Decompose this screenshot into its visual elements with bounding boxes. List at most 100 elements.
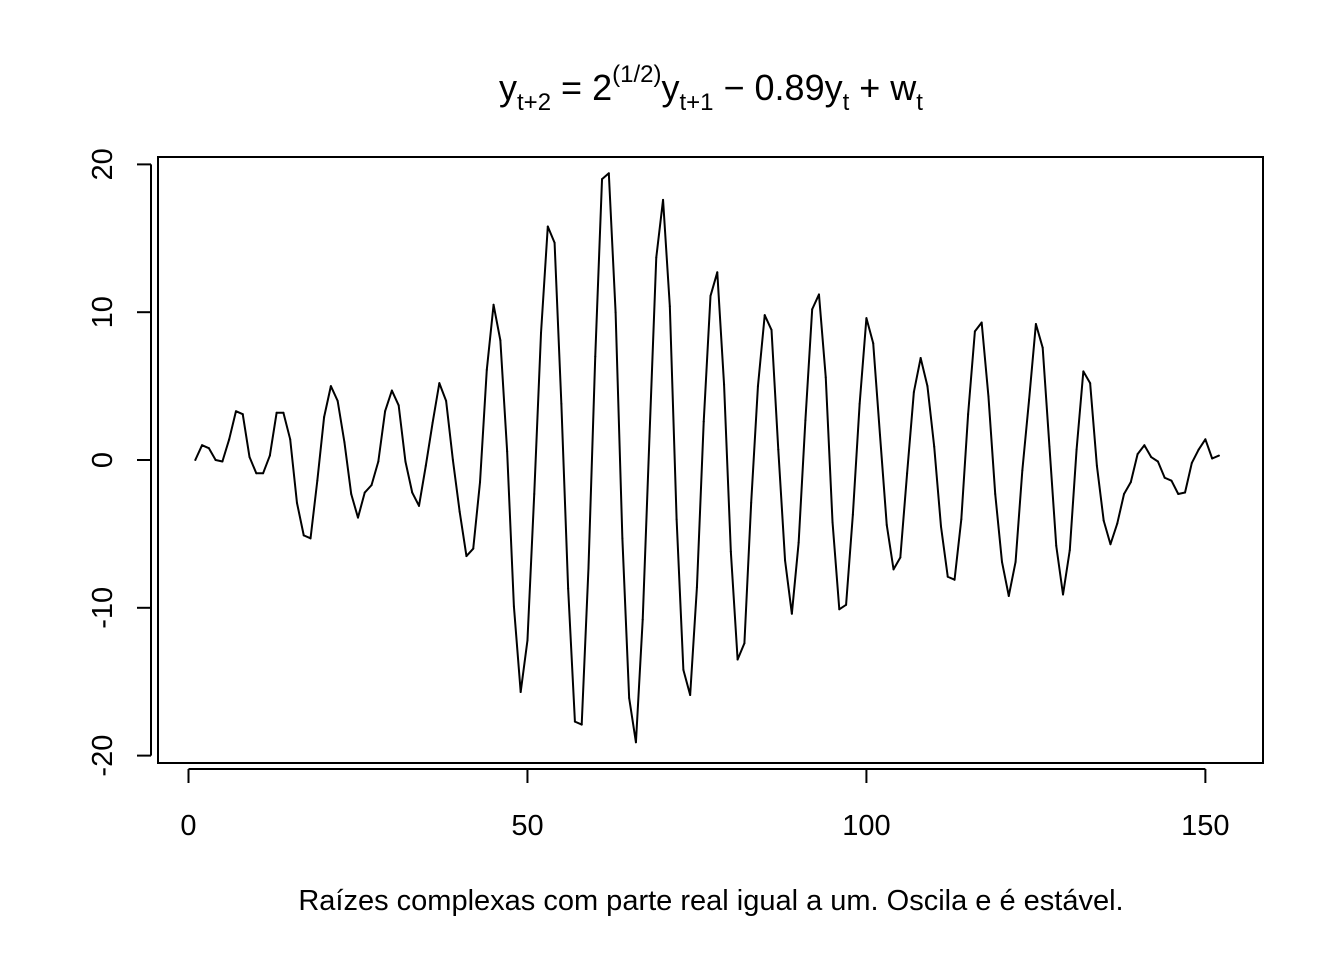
data-point bbox=[458, 510, 461, 513]
data-point bbox=[1177, 492, 1180, 495]
data-point bbox=[411, 491, 414, 494]
data-point bbox=[702, 420, 705, 423]
title-exponent: (1/2) bbox=[612, 61, 661, 88]
data-point bbox=[336, 399, 339, 402]
data-point bbox=[967, 413, 970, 416]
data-point bbox=[980, 321, 983, 324]
data-point bbox=[668, 305, 671, 308]
data-point bbox=[1041, 346, 1044, 349]
title-equals: = 2 bbox=[551, 67, 612, 108]
data-point bbox=[1089, 382, 1092, 385]
data-point bbox=[987, 395, 990, 398]
data-point bbox=[865, 317, 868, 320]
data-point bbox=[526, 639, 529, 642]
data-point bbox=[797, 541, 800, 544]
data-point bbox=[397, 404, 400, 407]
title-w-subscript: t bbox=[916, 89, 923, 116]
data-point bbox=[465, 555, 468, 558]
data-point bbox=[1197, 448, 1200, 451]
y-tick-label: 0 bbox=[87, 452, 119, 468]
data-point bbox=[275, 411, 278, 414]
x-axis: 0 50 100 150 bbox=[180, 768, 1230, 842]
data-point bbox=[587, 566, 590, 569]
x-tick-label: 150 bbox=[1181, 810, 1229, 842]
data-point bbox=[1184, 491, 1187, 494]
data-point bbox=[1170, 479, 1173, 482]
data-point bbox=[675, 518, 678, 521]
data-point bbox=[1034, 323, 1037, 326]
data-point bbox=[323, 416, 326, 419]
x-tick-label: 50 bbox=[511, 810, 543, 842]
data-point bbox=[933, 445, 936, 448]
data-point bbox=[723, 383, 726, 386]
data-point bbox=[912, 391, 915, 394]
data-point bbox=[316, 479, 319, 482]
data-point bbox=[872, 342, 875, 345]
title-y1: y bbox=[661, 67, 679, 108]
data-point bbox=[1217, 454, 1220, 457]
data-point bbox=[540, 331, 543, 334]
x-axis-label: Raízes complexas com parte real igual a … bbox=[298, 885, 1123, 917]
y-axis: -20 -10 0 10 20 bbox=[87, 148, 152, 777]
data-point bbox=[567, 587, 570, 590]
chart-title: yt+2 = 2(1/2)yt+1 − 0.89yt + wt bbox=[499, 61, 923, 116]
x-tick-label: 0 bbox=[180, 810, 196, 842]
data-point bbox=[994, 492, 997, 495]
data-point bbox=[1136, 453, 1139, 456]
data-point bbox=[838, 608, 841, 611]
data-point bbox=[1028, 398, 1031, 401]
data-point bbox=[662, 198, 665, 201]
y-tick-label: 10 bbox=[87, 296, 119, 328]
data-point bbox=[736, 658, 739, 661]
series-line bbox=[194, 172, 1220, 744]
title-y1-subscript: t+1 bbox=[679, 89, 713, 116]
title-lhs-subscript: t+2 bbox=[517, 89, 551, 116]
data-point bbox=[811, 308, 814, 311]
data-point bbox=[506, 450, 509, 453]
x-tick-label: 100 bbox=[842, 810, 890, 842]
data-point bbox=[1021, 469, 1024, 472]
y-tick-label: 20 bbox=[87, 148, 119, 180]
data-point bbox=[512, 605, 515, 608]
data-point bbox=[1163, 476, 1166, 479]
data-point bbox=[634, 741, 637, 744]
data-point bbox=[431, 422, 434, 425]
data-point bbox=[1001, 560, 1004, 563]
data-point bbox=[424, 464, 427, 467]
data-point bbox=[682, 668, 685, 671]
data-point bbox=[268, 454, 271, 457]
data-point bbox=[221, 460, 224, 463]
data-point bbox=[716, 271, 719, 274]
data-point bbox=[906, 472, 909, 475]
data-point bbox=[709, 294, 712, 297]
data-point bbox=[228, 438, 231, 441]
data-point bbox=[472, 547, 475, 550]
data-point bbox=[580, 723, 583, 726]
data-point bbox=[390, 389, 393, 392]
data-point bbox=[784, 559, 787, 562]
data-point bbox=[329, 385, 332, 388]
data-point bbox=[289, 438, 292, 441]
data-point bbox=[689, 694, 692, 697]
data-point bbox=[234, 410, 237, 413]
data-point bbox=[302, 534, 305, 537]
data-point bbox=[1068, 549, 1071, 552]
data-point bbox=[201, 444, 204, 447]
data-point bbox=[621, 537, 624, 540]
data-point bbox=[207, 447, 210, 450]
data-point bbox=[438, 382, 441, 385]
data-point bbox=[763, 314, 766, 317]
data-point bbox=[492, 303, 495, 306]
data-point bbox=[546, 225, 549, 228]
data-point bbox=[1007, 594, 1010, 597]
data-point bbox=[282, 411, 285, 414]
data-point bbox=[601, 178, 604, 181]
title-plus-term: + w bbox=[849, 67, 917, 108]
data-point bbox=[953, 578, 956, 581]
data-point bbox=[743, 642, 746, 645]
data-point bbox=[573, 720, 576, 723]
data-point bbox=[1150, 456, 1153, 459]
data-point bbox=[533, 492, 536, 495]
data-point bbox=[1075, 448, 1078, 451]
